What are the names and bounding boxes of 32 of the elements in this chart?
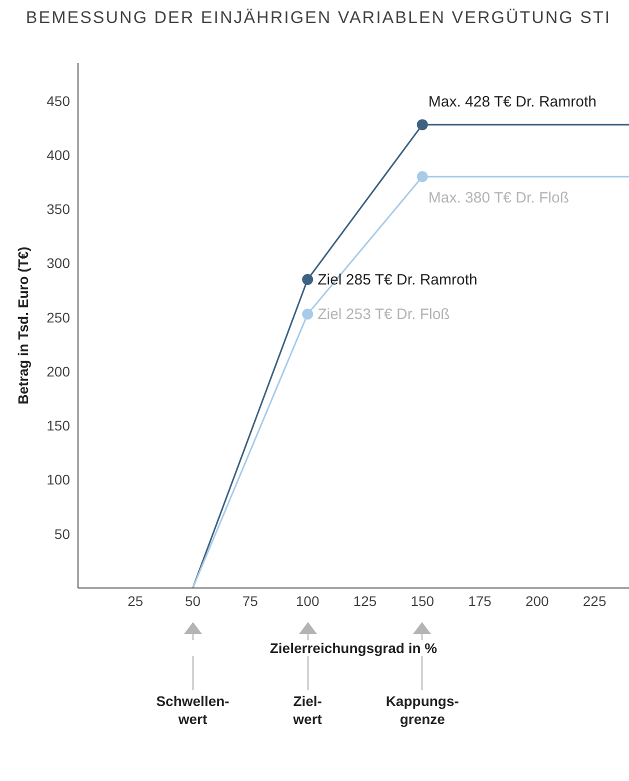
x-tick-label: 100: [296, 592, 320, 609]
point: [302, 274, 314, 285]
y-tick-label: 150: [46, 418, 70, 434]
data-label: Max. 428 T€ Dr. Ramroth: [428, 94, 596, 111]
point: [302, 308, 314, 320]
data-label: Ziel 285 T€ Dr. Ramroth: [318, 271, 478, 288]
x-tick-label: 25: [128, 592, 144, 609]
x-tick-label: 75: [242, 592, 258, 609]
y-tick-label: 300: [46, 255, 70, 272]
point: [416, 119, 428, 130]
y-tick-label: 400: [46, 146, 70, 163]
y-tick-label: 200: [46, 363, 70, 380]
point: [416, 171, 428, 182]
y-axis-title: Betrag in Tsd. Euro (T€): [14, 246, 31, 404]
chart-title: BEMESSUNG DER EINJÄHRIGEN VARIABLEN VERGÜTUNG STI: [24, 8, 612, 28]
x-tick-label: 175: [468, 592, 492, 609]
y-tick-label: 100: [46, 472, 70, 488]
x-axis-title: Zielerreichungsgrad in %: [264, 640, 444, 656]
y-tick-label: 350: [46, 201, 70, 218]
y-tick-label: 450: [46, 92, 70, 109]
data-label: Ziel 253 T€ Dr. Floß: [318, 306, 450, 324]
data-label: Max. 380 T€ Dr. Floß: [428, 190, 569, 207]
y-tick-label: 50: [54, 526, 70, 542]
x-tick-label: 50: [185, 592, 201, 609]
x-tick-label: 225: [582, 592, 606, 609]
y-tick-label: 250: [46, 309, 70, 326]
x-tick-label: 125: [353, 592, 377, 609]
text: Schwellen- wert: [155, 692, 230, 728]
x-tick-label: 150: [410, 592, 434, 609]
text: Ziel- wert: [292, 692, 323, 728]
text: Kappungs- grenze: [384, 692, 460, 728]
x-tick-label: 200: [525, 592, 550, 609]
